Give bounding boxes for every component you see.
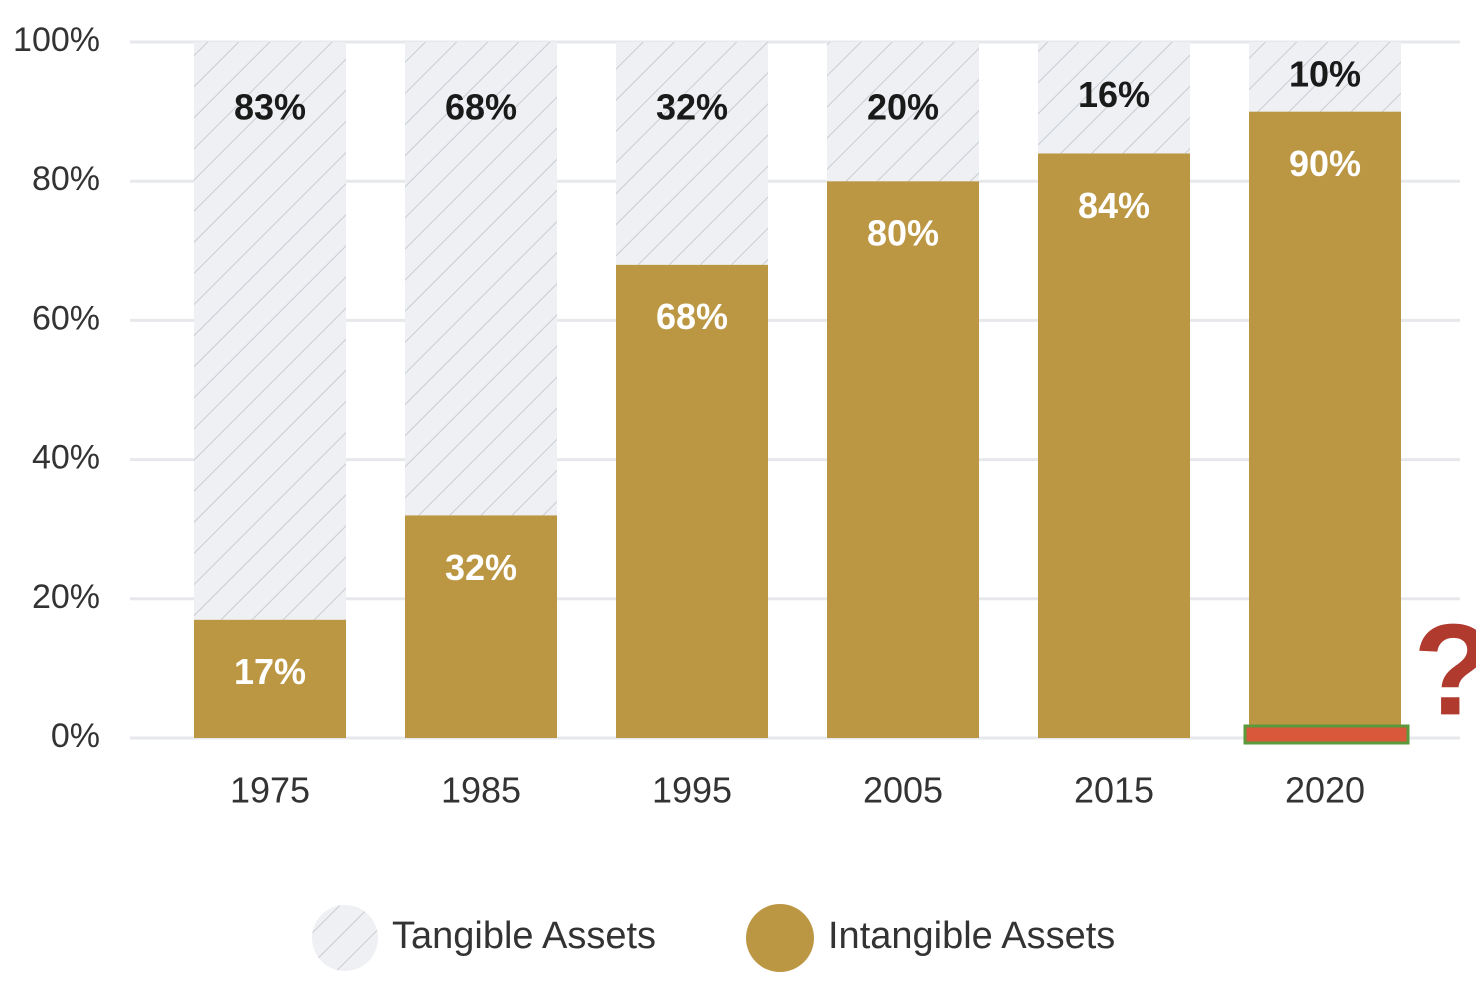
data-label: 17%	[234, 651, 306, 692]
labels: 0% 20% 40% 60% 80% 100% 1975 17% 83% 1985 32% 68% 19…	[13, 21, 1365, 811]
annotation: ?	[1413, 596, 1476, 742]
x-tick-label: 1975	[230, 770, 310, 811]
bar-segment	[827, 42, 979, 182]
legend-label: Intangible Assets	[828, 915, 1115, 957]
bar-segment	[1038, 42, 1190, 154]
x-tick-label: 1995	[652, 770, 732, 811]
bar-segment	[405, 515, 557, 738]
data-label: 68%	[656, 296, 728, 337]
data-label: 16%	[1078, 74, 1150, 115]
data-label: 90%	[1289, 143, 1361, 184]
data-label: 83%	[234, 87, 306, 128]
data-label: 32%	[656, 87, 728, 128]
y-tick-label: 80%	[32, 160, 100, 198]
x-tick-label: 2020	[1285, 770, 1365, 811]
y-tick-label: 0%	[51, 717, 100, 755]
x-tick-label: 1985	[441, 770, 521, 811]
bar-segment	[1249, 111, 1401, 739]
data-label: 84%	[1078, 185, 1150, 226]
bar-segment	[616, 42, 768, 265]
x-tick-label: 2005	[863, 770, 943, 811]
data-label: 80%	[867, 213, 939, 254]
legend-swatch	[312, 905, 378, 971]
bar-segment	[194, 619, 346, 738]
data-label: 68%	[445, 87, 517, 128]
grid	[130, 40, 1460, 740]
highlight-bar	[1243, 724, 1410, 745]
y-tick-label: 100%	[13, 21, 100, 59]
bar-segment	[616, 264, 768, 738]
x-tick-label: 2015	[1074, 770, 1154, 811]
legend-label: Tangible Assets	[392, 915, 656, 957]
data-label: 10%	[1289, 53, 1361, 94]
y-tick-label: 20%	[32, 578, 100, 616]
y-tick-label: 40%	[32, 439, 100, 477]
y-tick-label: 60%	[32, 299, 100, 337]
bar-segment	[827, 181, 979, 738]
bar-segment	[405, 42, 557, 516]
bar-segment	[1249, 42, 1401, 112]
data-label: 20%	[867, 87, 939, 128]
data-label: 32%	[445, 547, 517, 588]
bars	[194, 42, 1401, 739]
legend: Tangible Assets Intangible Assets	[312, 904, 1115, 972]
legend-swatch	[746, 904, 814, 972]
bar-segment	[1038, 153, 1190, 739]
bar-segment	[194, 42, 346, 620]
